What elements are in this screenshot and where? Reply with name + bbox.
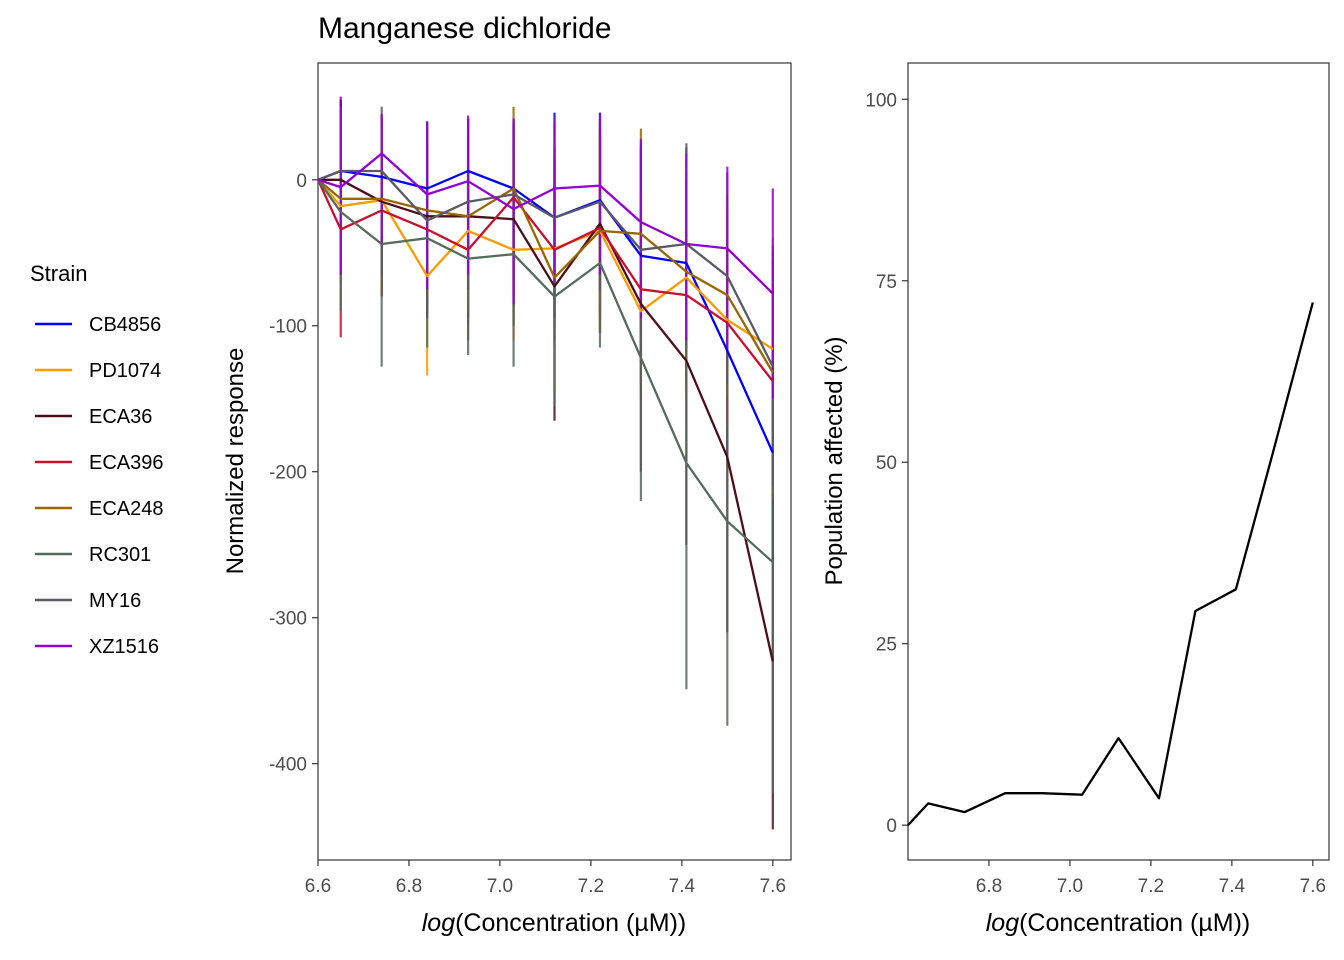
population-y-tick-label: 100 [865, 90, 897, 111]
response-x-tick-label: 7.4 [669, 876, 696, 897]
response-lines [316, 152, 774, 662]
response-y-axis: 0 -100 -200 -300 -400 [269, 171, 318, 776]
legend-label-cb4856: CB4856 [89, 314, 161, 336]
legend-label-rc301: RC301 [89, 544, 151, 566]
legend-label-pd1074: PD1074 [89, 360, 161, 382]
series-line-eca248 [317, 178, 774, 374]
population-x-tick-label: 7.4 [1219, 876, 1246, 897]
series-line-xz1516 [317, 152, 774, 295]
response-y-tick-label: -100 [269, 317, 307, 338]
response-x-axis-label-rest: (Concentration (µM)) [455, 909, 686, 937]
population-y-axis: 0 25 50 75 100 [865, 90, 908, 837]
response-x-tick-label: 7.0 [487, 876, 513, 897]
legend-title: Strain [30, 261, 87, 286]
population-lines [907, 302, 1314, 826]
population-y-tick-label: 25 [876, 635, 897, 656]
population-x-tick-label: 6.8 [976, 876, 1002, 897]
population-plot-frame [907, 62, 1330, 861]
population-x-tick-label: 7.6 [1300, 876, 1326, 897]
population-y-tick-label: 75 [876, 272, 897, 293]
population-panel: 0 25 50 75 100 6.8 7.0 7.2 7.4 7.6 Population af… [821, 62, 1330, 937]
population-y-tick-label: 50 [876, 453, 897, 474]
population-y-tick-label: 0 [886, 816, 897, 837]
response-x-axis-label: log(Concentration (µM)) [422, 909, 687, 937]
legend-label-eca248: ECA248 [89, 498, 164, 520]
population-x-axis-label: log(Concentration (µM)) [986, 909, 1251, 937]
series-line-eca396 [316, 179, 774, 382]
response-plot-frame [317, 62, 792, 861]
population-y-axis-label: Population affected (%) [821, 336, 848, 585]
population-x-axis-label-log: log [986, 909, 1019, 937]
response-x-tick-label: 7.6 [760, 876, 786, 897]
population-x-axis-label-rest: (Concentration (µM)) [1019, 909, 1250, 937]
response-x-tick-label: 6.6 [305, 876, 331, 897]
legend-items: CB4856 PD1074 ECA36 ECA396 ECA248 RC301 MY16 XZ… [35, 314, 164, 658]
population-x-tick-label: 7.0 [1057, 876, 1083, 897]
response-x-tick-label: 7.2 [578, 876, 604, 897]
series-line-cb4856 [317, 169, 774, 454]
legend: Strain CB4856 PD1074 ECA36 ECA396 ECA248 RC30… [30, 261, 164, 658]
response-y-tick-label: -200 [269, 463, 307, 484]
response-y-tick-label: 0 [296, 171, 307, 192]
series-line-my16 [317, 169, 774, 368]
legend-label-eca396: ECA396 [89, 452, 164, 474]
response-y-tick-label: -400 [269, 755, 307, 776]
legend-label-my16: MY16 [89, 590, 141, 612]
series-line-rc301 [317, 179, 774, 564]
legend-label-eca36: ECA36 [89, 406, 152, 428]
population-x-axis: 6.8 7.0 7.2 7.4 7.6 [976, 860, 1326, 897]
response-y-axis-label: Normalized response [222, 348, 249, 575]
chart-title: Manganese dichloride [318, 12, 612, 45]
response-x-axis-label-log: log [422, 909, 455, 937]
response-panel: 0 -100 -200 -300 -400 6.6 6.8 7.0 7.2 7.4 7.6 Nor… [222, 62, 792, 937]
response-y-tick-label: -300 [269, 609, 307, 630]
legend-label-xz1516: XZ1516 [89, 636, 159, 658]
population-x-tick-label: 7.2 [1138, 876, 1164, 897]
population-affected-line [907, 302, 1314, 826]
series-line-pd1074 [317, 179, 774, 351]
response-x-axis: 6.6 6.8 7.0 7.2 7.4 7.6 [305, 860, 786, 897]
response-x-tick-label: 6.8 [396, 876, 422, 897]
